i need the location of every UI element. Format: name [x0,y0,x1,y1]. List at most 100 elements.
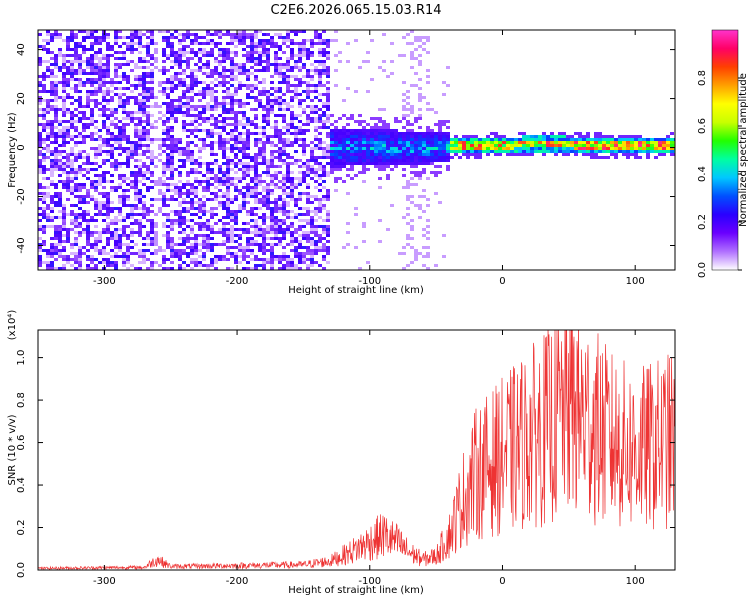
heatmap-cell [230,180,234,183]
heatmap-cell [450,144,454,147]
heatmap-cell [422,48,426,51]
heatmap-cell [214,72,218,75]
heatmap-cell [174,138,178,141]
heatmap-cell [142,105,146,108]
heatmap-cell [246,135,250,138]
heatmap-cell [78,30,82,33]
heatmap-cell [166,153,170,156]
heatmap-cell [606,141,610,144]
heatmap-cell [102,252,106,255]
heatmap-cell [234,129,238,132]
heatmap-cell [190,237,194,240]
heatmap-cell [234,117,238,120]
heatmap-cell [198,222,202,225]
heatmap-cell [178,84,182,87]
heatmap-cell [146,93,150,96]
heatmap-cell [262,42,266,45]
heatmap-cell [94,249,98,252]
heatmap-cell [178,189,182,192]
heatmap-cell [214,96,218,99]
heatmap-cell [122,126,126,129]
heatmap-cell [286,138,290,141]
heatmap-cell [270,201,274,204]
heatmap-cell [266,165,270,168]
snr-trace [38,330,675,570]
heatmap-cell [350,141,354,144]
heatmap-cell [82,126,86,129]
heatmap-cell [78,186,82,189]
heatmap-cell [298,138,302,141]
heatmap-cell [374,156,378,159]
heatmap-cell [270,189,274,192]
heatmap-cell [254,198,258,201]
heatmap-cell [182,84,186,87]
heatmap-cell [318,93,322,96]
heatmap-cell [286,129,290,132]
heatmap-cell [290,39,294,42]
heatmap-cell [138,36,142,39]
heatmap-cell [302,111,306,114]
heatmap-cell [134,252,138,255]
heatmap-cell [250,252,254,255]
heatmap-cell [290,105,294,108]
heatmap-cell [86,258,90,261]
heatmap-cell [186,63,190,66]
heatmap-cell [410,108,414,111]
heatmap-cell [306,72,310,75]
heatmap-cell [106,210,110,213]
heatmap-cell [86,90,90,93]
heatmap-cell [318,72,322,75]
heatmap-cell [246,45,250,48]
heatmap-cell [230,216,234,219]
heatmap-cell [262,132,266,135]
heatmap-cell [142,84,146,87]
heatmap-cell [70,147,74,150]
heatmap-cell [166,159,170,162]
heatmap-cell [118,228,122,231]
x-tick-label: 0 [499,576,505,587]
heatmap-cell [166,45,170,48]
heatmap-cell [322,141,326,144]
heatmap-cell [238,81,242,84]
heatmap-cell [58,33,62,36]
heatmap-cell [274,219,278,222]
heatmap-cell [182,216,186,219]
heatmap-cell [190,162,194,165]
heatmap-cell [182,105,186,108]
heatmap-cell [294,30,298,33]
heatmap-cell [82,141,86,144]
heatmap-cell [66,171,70,174]
heatmap-cell [310,243,314,246]
heatmap-cell [206,264,210,267]
heatmap-cell [146,234,150,237]
heatmap-cell [466,150,470,153]
heatmap-cell [246,138,250,141]
heatmap-cell [78,42,82,45]
heatmap-cell [306,171,310,174]
heatmap-cell [322,243,326,246]
heatmap-cell [198,261,202,264]
heatmap-cell [154,156,158,159]
heatmap-cell [550,147,554,150]
heatmap-cell [426,153,430,156]
heatmap-cell [654,156,658,159]
heatmap-cell [486,144,490,147]
heatmap-cell [250,249,254,252]
heatmap-cell [38,33,42,36]
heatmap-cell [102,93,106,96]
heatmap-cell [214,192,218,195]
heatmap-cell [426,141,430,144]
heatmap-cell [206,177,210,180]
heatmap-cell [386,159,390,162]
heatmap-cell [542,153,546,156]
heatmap-cell [194,195,198,198]
heatmap-cell [310,147,314,150]
heatmap-cell [150,219,154,222]
heatmap-cell [526,150,530,153]
heatmap-cell [202,234,206,237]
heatmap-cell [150,174,154,177]
heatmap-cell [278,45,282,48]
heatmap-cell [54,111,58,114]
heatmap-cell [222,99,226,102]
heatmap-cell [90,72,94,75]
